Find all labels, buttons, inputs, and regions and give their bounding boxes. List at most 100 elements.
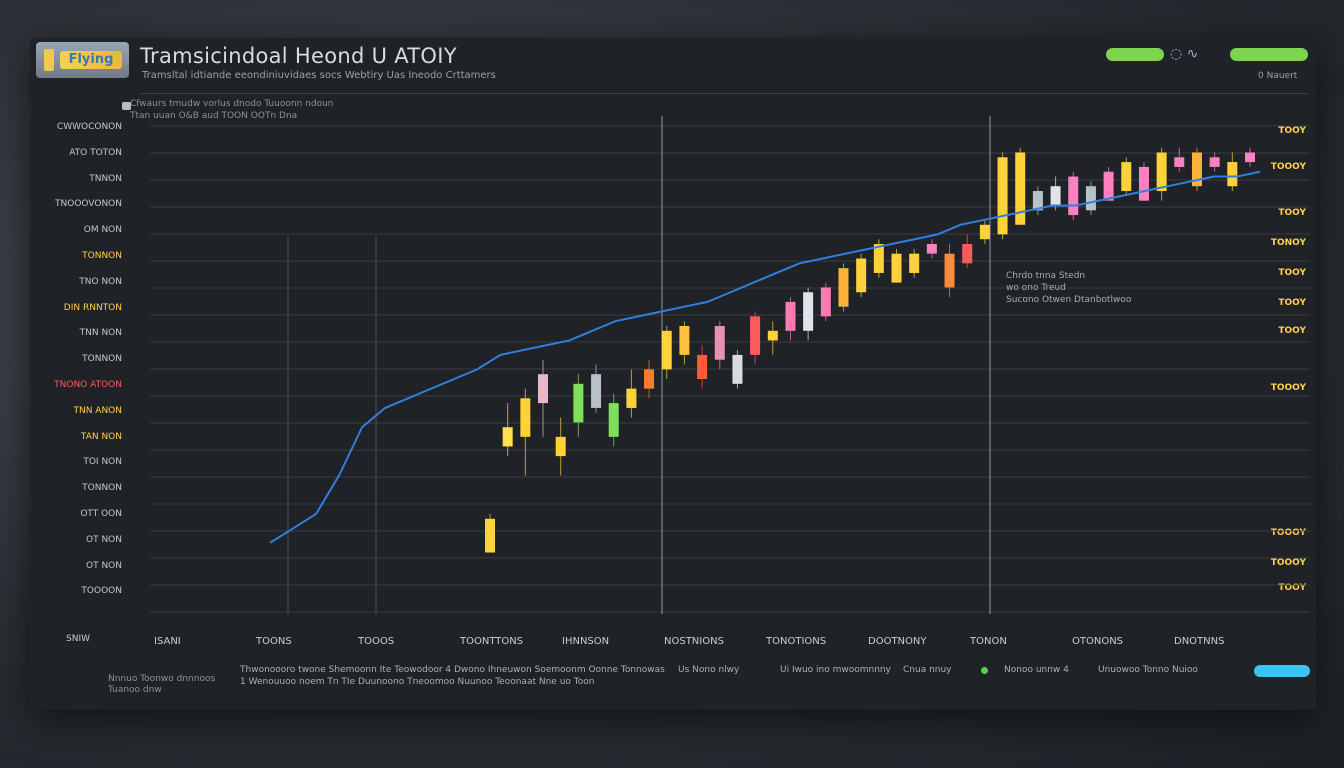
page-subtitle: Tramsltal idtiande eeondiniuvidaes socs … [142, 70, 496, 81]
annotation-line-3: Sucono Otwen Dtanbotlwoo [1006, 295, 1132, 305]
candle-bar[interactable] [608, 403, 619, 437]
right-tick-label: TOOY [1278, 326, 1306, 336]
candle-bar[interactable] [1015, 152, 1026, 225]
footer-item: Cnua nnuy [903, 665, 952, 675]
y-tick-label: TOI NON [83, 457, 122, 468]
footer-left-line: Nnnuo Toonwo dnnnoos [108, 674, 216, 684]
y-tick-label: TONNON [82, 483, 122, 494]
candle-bar[interactable] [1245, 152, 1255, 163]
candle-bar[interactable] [1032, 191, 1043, 211]
candle-bar[interactable] [891, 253, 902, 283]
candle-bar[interactable] [1103, 171, 1114, 201]
candle-bar[interactable] [1050, 186, 1061, 206]
x-category-label: TOONS [256, 636, 292, 647]
y-tick-label: TAN NON [80, 431, 122, 442]
logo-text: Flying [60, 51, 122, 69]
y-tick-label: TNOOOVONON [55, 199, 122, 210]
candle-bar[interactable] [856, 258, 867, 293]
right-tick-label: TOOOY [1270, 558, 1306, 568]
candle-bar[interactable] [1121, 162, 1132, 192]
legend-line-1: Cfwaurs tmudw vorlus dnodo Tuuoonn ndoun [130, 99, 334, 109]
candle-bar[interactable] [732, 354, 743, 384]
x-category-label: ISANI [154, 636, 181, 647]
right-tick-label: TOOOY [1270, 528, 1306, 538]
x-category-label: TOONTTONS [460, 636, 524, 647]
candle-bar[interactable] [767, 330, 778, 341]
candle-bar[interactable] [926, 244, 937, 254]
header-icons[interactable]: ◌ ∿ [1170, 46, 1199, 62]
candle-bar[interactable] [626, 388, 637, 408]
legend-icon [122, 102, 131, 110]
y-tick-label: TNO NON [79, 276, 122, 287]
header-divider [140, 93, 1308, 94]
candle-bar[interactable] [591, 374, 602, 408]
chart-legend: Cfwaurs tmudw vorlus dnodo Tuuoonn ndoun… [122, 98, 334, 122]
candlestick-chart[interactable] [150, 116, 1310, 628]
candle-bar[interactable] [962, 244, 973, 264]
y-tick-label: TOOOON [81, 586, 122, 597]
candle-bar[interactable] [1209, 157, 1220, 167]
candle-bar[interactable] [555, 436, 566, 457]
status-pill-right[interactable] [1230, 48, 1308, 61]
candle-bar[interactable] [573, 383, 584, 423]
footer-item: Unuowoo Tonno Nuioo [1098, 665, 1198, 675]
candle-bar[interactable] [1227, 162, 1238, 187]
footer-item: Thwonoooro twone Shemoonn Ite Teowodoor … [240, 665, 665, 675]
chart-annotation: Chrdo tnna Stedn wo ono Treud Sucono Otw… [1006, 270, 1131, 306]
candle-bar[interactable] [944, 253, 955, 288]
candle-bar[interactable] [1138, 166, 1149, 201]
candle-bar[interactable] [979, 224, 990, 240]
right-tick-label: TOOY [1278, 268, 1306, 278]
footer-line-2: 1 Wenouuoo noem Tn TIe Duunoono Tneoomoo… [240, 677, 595, 687]
y-tick-label: OT NON [86, 560, 122, 571]
candle-bar[interactable] [909, 253, 920, 273]
candle-bar[interactable] [538, 374, 549, 404]
candle-bar[interactable] [520, 398, 531, 437]
candle-bar[interactable] [997, 157, 1008, 235]
x-category-label: TOOOS [358, 636, 395, 647]
candle-bar[interactable] [803, 292, 814, 331]
candle-bar[interactable] [679, 325, 690, 355]
candle-bar[interactable] [838, 268, 849, 307]
y-tick-label: TNONO ATOON [54, 380, 122, 390]
candle-bar[interactable] [873, 244, 884, 273]
footer-item: Ui Iwuo ino mwoomnnny [780, 665, 891, 675]
status-pill-left[interactable] [1106, 48, 1164, 61]
candle-bar[interactable] [1085, 186, 1096, 211]
trend-line [269, 170, 1261, 544]
annotation-line-2: wo ono Treud [1006, 283, 1066, 293]
x-category-label: TONON [970, 636, 1007, 647]
page-title: Tramsicindoal Heond U ATOIY [140, 44, 457, 68]
y-tick-label: TNN NON [79, 328, 122, 339]
candle-bar[interactable] [644, 369, 655, 389]
footer-left-note: Nnnuo Toonwo dnnnoos Tuanoo dnw [108, 674, 215, 696]
right-tick-label: TOOY [1278, 126, 1306, 136]
x-category-label: DNOTNNS [1174, 636, 1225, 647]
x-axis-label: SNIW [66, 634, 90, 644]
dashboard-panel: Flying Tramsicindoal Heond U ATOIY Trams… [30, 38, 1316, 710]
right-tick-label: TOOY [1278, 583, 1306, 593]
y-tick-label: TONNON [82, 251, 122, 261]
app-logo[interactable]: Flying [36, 42, 129, 78]
candle-bar[interactable] [1068, 176, 1079, 216]
annotation-line-1: Chrdo tnna Stedn [1006, 271, 1086, 281]
y-tick-label: OTT OON [80, 509, 122, 519]
candle-bar[interactable] [820, 287, 831, 317]
footer-action-button[interactable] [1254, 665, 1310, 677]
logo-mark-icon [44, 49, 54, 71]
candle-bar[interactable] [714, 325, 725, 360]
candle-bar[interactable] [750, 316, 761, 355]
x-category-label: NOSTNIONS [664, 636, 724, 647]
candle-bar[interactable] [697, 354, 708, 379]
right-tick-label: TOOY [1278, 298, 1306, 308]
candle-bar[interactable] [661, 330, 672, 370]
candle-bar[interactable] [502, 427, 513, 447]
header-status-text: 0 Nauert [1258, 71, 1298, 81]
candle-bar[interactable] [1174, 157, 1185, 167]
y-tick-label: OM NON [83, 225, 122, 236]
right-tick-label: TOOOY [1270, 162, 1306, 172]
candle-bar[interactable] [1191, 152, 1202, 187]
candle-bar[interactable] [485, 518, 495, 553]
candle-bar[interactable] [785, 301, 796, 331]
candle-bar[interactable] [1156, 152, 1167, 192]
